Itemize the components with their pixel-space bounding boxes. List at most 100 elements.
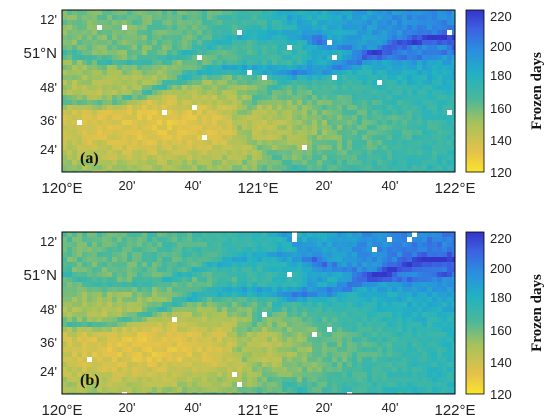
map-cell: [397, 130, 402, 135]
map-cell: [72, 85, 77, 90]
map-cell: [437, 322, 442, 327]
map-cell: [367, 25, 372, 30]
map-cell: [207, 155, 212, 160]
map-cell: [317, 20, 322, 25]
map-cell: [442, 342, 447, 347]
map-cell: [452, 115, 455, 120]
map-cell: [172, 140, 177, 145]
map-cell: [147, 302, 152, 307]
map-cell: [82, 342, 87, 347]
map-cell: [172, 10, 177, 15]
map-cell: [372, 135, 377, 140]
map-cell: [252, 140, 257, 145]
map-cell: [317, 150, 322, 155]
map-cell: [292, 135, 297, 140]
map-cell: [382, 165, 387, 170]
map-cell: [342, 267, 347, 272]
map-cell: [212, 257, 217, 262]
map-cell: [162, 80, 167, 85]
map-cell: [102, 317, 107, 322]
map-cell: [62, 150, 67, 155]
map-cell: [422, 282, 427, 287]
map-cell: [432, 110, 437, 115]
map-cell: [292, 287, 297, 292]
map-cell: [62, 377, 67, 382]
map-cell: [102, 287, 107, 292]
map-cell: [332, 257, 337, 262]
map-cell: [337, 150, 342, 155]
map-cell: [407, 362, 412, 367]
map-cell: [152, 65, 157, 70]
map-cell: [327, 45, 332, 50]
map-cell: [402, 342, 407, 347]
map-cell: [357, 302, 362, 307]
map-cell: [392, 170, 397, 172]
map-cell: [422, 322, 427, 327]
map-cell: [342, 282, 347, 287]
map-cell: [262, 140, 267, 145]
map-cell: [302, 35, 307, 40]
map-cell: [202, 352, 207, 357]
map-cell: [397, 140, 402, 145]
map-cell: [167, 322, 172, 327]
map-cell: [157, 307, 162, 312]
map-cell: [312, 307, 317, 312]
map-cell: [382, 100, 387, 105]
map-cell: [357, 95, 362, 100]
map-cell: [452, 140, 455, 145]
map-cell: [222, 272, 227, 277]
map-cell: [342, 20, 347, 25]
map-cell: [362, 302, 367, 307]
map-cell: [307, 15, 312, 20]
map-cell: [402, 45, 407, 50]
map-cell: [197, 302, 202, 307]
map-cell: [342, 277, 347, 282]
map-cell: [162, 267, 167, 272]
map-cell: [192, 322, 197, 327]
map-cell: [107, 80, 112, 85]
map-cell: [207, 120, 212, 125]
map-cell: [202, 242, 207, 247]
map-cell: [447, 135, 452, 140]
map-cell: [422, 85, 427, 90]
map-cell: [357, 312, 362, 317]
map-cell: [387, 165, 392, 170]
map-cell: [232, 45, 237, 50]
map-cell: [167, 297, 172, 302]
map-cell: [407, 292, 412, 297]
map-cell: [307, 170, 312, 172]
map-cell: [177, 155, 182, 160]
map-cell: [332, 327, 337, 332]
map-cell: [77, 45, 82, 50]
map-cell: [332, 272, 337, 277]
map-cell: [177, 327, 182, 332]
map-cell: [437, 277, 442, 282]
map-cell: [257, 45, 262, 50]
map-cell: [152, 312, 157, 317]
map-cell: [212, 130, 217, 135]
map-cell: [217, 95, 222, 100]
map-cell: [162, 165, 167, 170]
map-cell: [382, 130, 387, 135]
map-cell: [367, 272, 372, 277]
map-cell: [182, 160, 187, 165]
map-cell: [87, 160, 92, 165]
map-cell: [322, 252, 327, 257]
map-cell: [242, 262, 247, 267]
map-cell: [382, 242, 387, 247]
map-cell: [302, 145, 307, 150]
map-cell: [77, 20, 82, 25]
map-cell: [297, 232, 302, 237]
map-cell: [162, 332, 167, 337]
map-cell: [142, 15, 147, 20]
map-cell: [302, 130, 307, 135]
map-cell: [447, 95, 452, 100]
map-cell: [307, 155, 312, 160]
map-cell: [72, 145, 77, 150]
map-cell: [402, 337, 407, 342]
map-cell: [87, 80, 92, 85]
map-cell: [242, 252, 247, 257]
map-cell: [267, 282, 272, 287]
map-cell: [382, 232, 387, 237]
map-cell: [257, 342, 262, 347]
